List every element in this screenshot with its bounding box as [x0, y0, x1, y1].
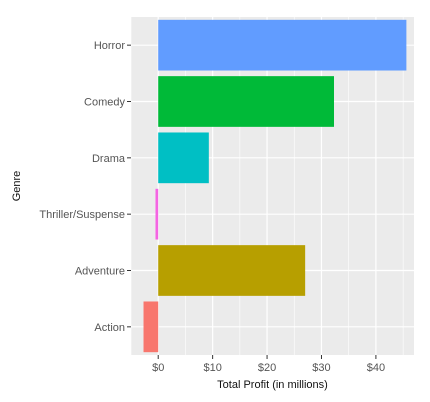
y-tick-label: Adventure: [75, 266, 125, 278]
y-tick-label: Action: [94, 322, 125, 334]
x-tick-label: $0: [152, 362, 164, 374]
x-tick-label: $20: [258, 362, 276, 374]
x-tick-label: $10: [203, 362, 221, 374]
x-tick-label: $30: [312, 362, 330, 374]
bar: [158, 76, 334, 127]
y-tick-label: Drama: [92, 153, 126, 165]
bar: [158, 19, 407, 71]
bar: [155, 188, 159, 240]
bars: [143, 19, 407, 353]
y-tick-label: Comedy: [84, 97, 125, 109]
bar: [143, 301, 159, 353]
bar: [158, 132, 209, 184]
y-tick-label: Thriller/Suspense: [39, 209, 125, 221]
bar: [158, 245, 306, 296]
plot-panel: [131, 17, 414, 355]
y-axis-ticks: Action Adventure Thriller/Suspense Drama Com…: [39, 40, 131, 334]
x-tick-label: $40: [367, 362, 385, 374]
x-axis-title: Total Profit (in millions): [217, 379, 328, 391]
y-tick-label: Horror: [94, 40, 126, 52]
y-axis-title: Genre: [11, 171, 23, 202]
x-axis-ticks: $0 $10 $20 $30 $40: [152, 355, 385, 374]
minor-gridlines: [130, 17, 404, 355]
